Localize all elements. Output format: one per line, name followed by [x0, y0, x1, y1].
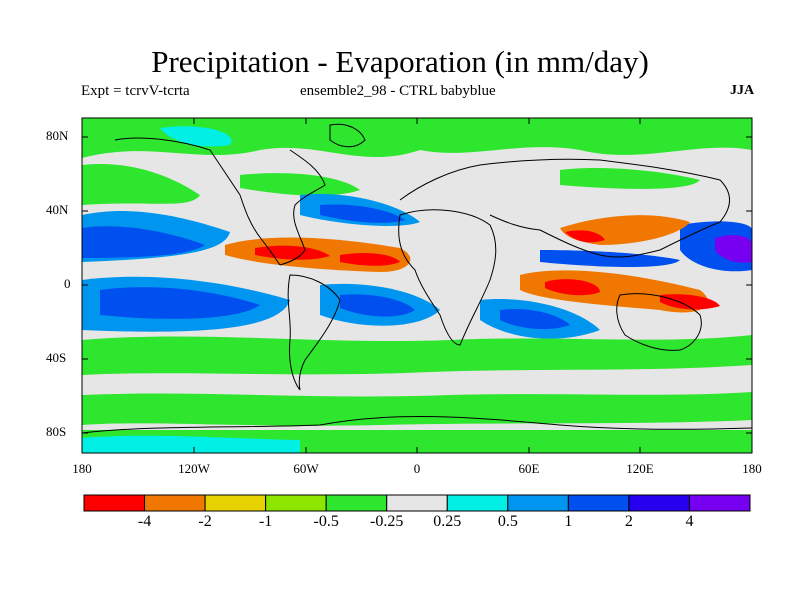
- field-layer: [82, 118, 752, 453]
- colorbar-label: -0.25: [370, 513, 404, 530]
- colorbar-swatch: [204, 494, 267, 512]
- lat-label-0: 0: [64, 276, 71, 291]
- colorbar-swatch: [567, 494, 630, 512]
- field-antarctic-cyan: [82, 435, 300, 453]
- lon-label-180e: 180: [742, 461, 762, 476]
- plot-title: Precipitation - Evaporation (in mm/day): [151, 44, 649, 79]
- coast-africa: [398, 209, 497, 346]
- coastlines: [82, 123, 752, 434]
- field-monsoon-red: [565, 230, 605, 243]
- field-arctic: [82, 118, 752, 158]
- colorbar-label: -0.5: [313, 513, 339, 530]
- field-arctic-cyan: [160, 126, 232, 147]
- colorbar-swatch: [325, 494, 388, 512]
- colorbar-swatch: [386, 494, 448, 512]
- lat-label-40s: 40S: [46, 350, 67, 365]
- colorbar-label: -2: [198, 513, 212, 530]
- colorbar-label: 2: [624, 513, 633, 530]
- field-enpacific-blue: [82, 226, 205, 258]
- coast-eurasia: [399, 158, 730, 258]
- lon-label-60w: 60W: [293, 461, 319, 476]
- colorbar: [83, 494, 751, 512]
- colorbar-label: 4: [685, 513, 694, 530]
- colorbar-swatch: [83, 494, 146, 512]
- field-sindian-blue: [500, 309, 570, 330]
- colorbar-swatch: [446, 494, 509, 512]
- field-wpacific-violet: [715, 235, 752, 263]
- experiment-label: Expt = tcrvV-tcrta: [81, 83, 190, 99]
- field-itcz-red-east: [340, 252, 400, 266]
- field-satl-blue: [340, 294, 415, 317]
- field-natl-blue: [320, 204, 405, 223]
- colorbar-label: 0.25: [433, 513, 462, 530]
- field-indonesia-red: [545, 279, 600, 296]
- field-natlantic-green: [240, 173, 360, 196]
- field-southern-band-green: [82, 392, 752, 426]
- lon-ticks: [193, 118, 641, 453]
- field-npacific-green: [82, 164, 200, 205]
- field-png-red: [660, 294, 720, 310]
- colorbar-label: 0.5: [497, 513, 518, 530]
- field-asia-green: [560, 168, 700, 189]
- field-sepacific-blue: [100, 287, 260, 319]
- lat-label-80n: 80N: [46, 128, 69, 143]
- field-equatorial-blue: [540, 250, 680, 267]
- colorbar-label: 1: [564, 513, 573, 530]
- lat-ticks: [82, 136, 752, 434]
- lon-label-0: 0: [413, 461, 421, 476]
- lat-label-40n: 40N: [46, 202, 69, 217]
- coast-greenland: [329, 123, 366, 148]
- coast-south-america: [287, 274, 341, 391]
- lat-label-80s: 80S: [46, 424, 67, 439]
- colorbar-swatch: [688, 494, 751, 512]
- colorbar-swatch: [628, 494, 690, 512]
- coast-australia: [616, 293, 702, 351]
- colorbar-label: -4: [137, 513, 152, 530]
- lon-label-120e: 120E: [626, 461, 654, 476]
- coast-antarctica: [82, 416, 752, 434]
- colorbar-swatch: [265, 494, 327, 512]
- lon-label-180w: 180: [72, 461, 92, 476]
- lon-label-60e: 60E: [518, 461, 540, 476]
- field-southern-ocean-green: [82, 335, 752, 375]
- colorbar-label: -1: [258, 513, 273, 530]
- lon-label-120w: 120W: [178, 461, 210, 476]
- season-label: JJA: [730, 83, 755, 98]
- colorbar-swatch: [507, 494, 569, 512]
- coast-north-america-west: [114, 137, 281, 266]
- colorbar-swatch: [144, 494, 206, 512]
- ensemble-label: ensemble2_98 - CTRL babyblue: [300, 83, 496, 99]
- coast-north-america-east: [279, 149, 326, 266]
